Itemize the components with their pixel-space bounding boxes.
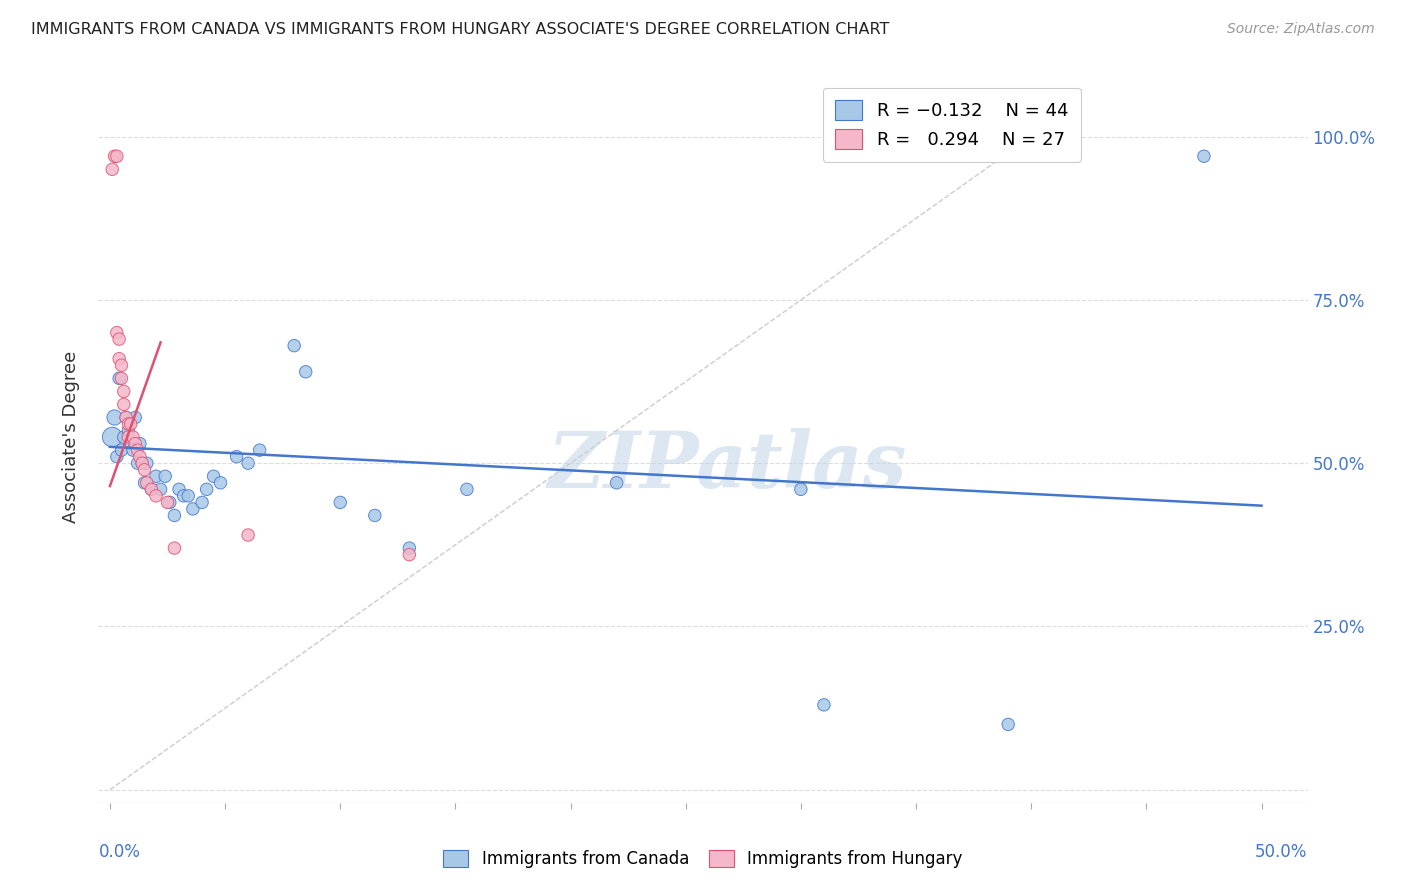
Point [110, 358, 132, 372]
Point [167, 483, 190, 497]
Point [145, 489, 167, 503]
Text: 50.0%: 50.0% [1256, 843, 1308, 861]
Point [606, 475, 628, 490]
Point [131, 456, 153, 470]
Point [236, 528, 259, 542]
Text: IMMIGRANTS FROM CANADA VS IMMIGRANTS FROM HUNGARY ASSOCIATE'S DEGREE CORRELATION: IMMIGRANTS FROM CANADA VS IMMIGRANTS FRO… [31, 22, 890, 37]
Y-axis label: Associate's Degree: Associate's Degree [62, 351, 80, 524]
Text: 0.0%: 0.0% [98, 843, 141, 861]
Point [128, 436, 150, 450]
Legend: R = −0.132    N = 44, R =   0.294    N = 27: R = −0.132 N = 44, R = 0.294 N = 27 [823, 87, 1081, 161]
Point [120, 417, 142, 431]
Point [195, 483, 218, 497]
Point [141, 483, 163, 497]
Point [456, 483, 478, 497]
Point [128, 450, 150, 464]
Point [105, 149, 128, 163]
Point [202, 469, 225, 483]
Point [110, 443, 132, 458]
Point [117, 417, 139, 431]
Point [156, 495, 179, 509]
Point [120, 436, 142, 450]
Point [181, 502, 204, 516]
Point [236, 456, 259, 470]
Point [141, 483, 163, 497]
Point [163, 541, 186, 555]
Point [145, 469, 167, 483]
Point [115, 410, 138, 425]
Text: Source: ZipAtlas.com: Source: ZipAtlas.com [1227, 22, 1375, 37]
Point [108, 371, 131, 385]
Point [122, 430, 145, 444]
Point [131, 456, 153, 470]
Point [101, 162, 124, 177]
Point [364, 508, 387, 523]
Point [134, 475, 156, 490]
Point [163, 508, 186, 523]
Point [124, 410, 146, 425]
Point [112, 397, 135, 411]
Point [108, 332, 131, 346]
Point [155, 469, 177, 483]
Point [122, 443, 145, 458]
Point [135, 456, 157, 470]
Point [134, 463, 156, 477]
Point [108, 351, 131, 366]
Legend: Immigrants from Canada, Immigrants from Hungary: Immigrants from Canada, Immigrants from … [437, 843, 969, 875]
Point [790, 483, 813, 497]
Point [294, 365, 316, 379]
Point [103, 410, 125, 425]
Point [1192, 149, 1215, 163]
Point [283, 338, 305, 352]
Point [110, 371, 132, 385]
Point [249, 443, 271, 458]
Point [398, 541, 420, 555]
Point [112, 430, 135, 444]
Point [112, 384, 135, 399]
Point [105, 450, 128, 464]
Point [173, 489, 195, 503]
Point [127, 443, 149, 458]
Point [115, 410, 138, 425]
Point [103, 149, 125, 163]
Point [997, 717, 1019, 731]
Point [117, 430, 139, 444]
Point [159, 495, 181, 509]
Point [135, 475, 157, 490]
Point [398, 548, 420, 562]
Text: ZIPatlas: ZIPatlas [547, 428, 907, 505]
Point [177, 489, 200, 503]
Point [191, 495, 214, 509]
Point [209, 475, 232, 490]
Point [105, 326, 128, 340]
Point [225, 450, 247, 464]
Point [329, 495, 352, 509]
Point [101, 430, 124, 444]
Point [117, 424, 139, 438]
Point [127, 456, 149, 470]
Point [149, 483, 172, 497]
Point [813, 698, 835, 712]
Point [124, 436, 146, 450]
